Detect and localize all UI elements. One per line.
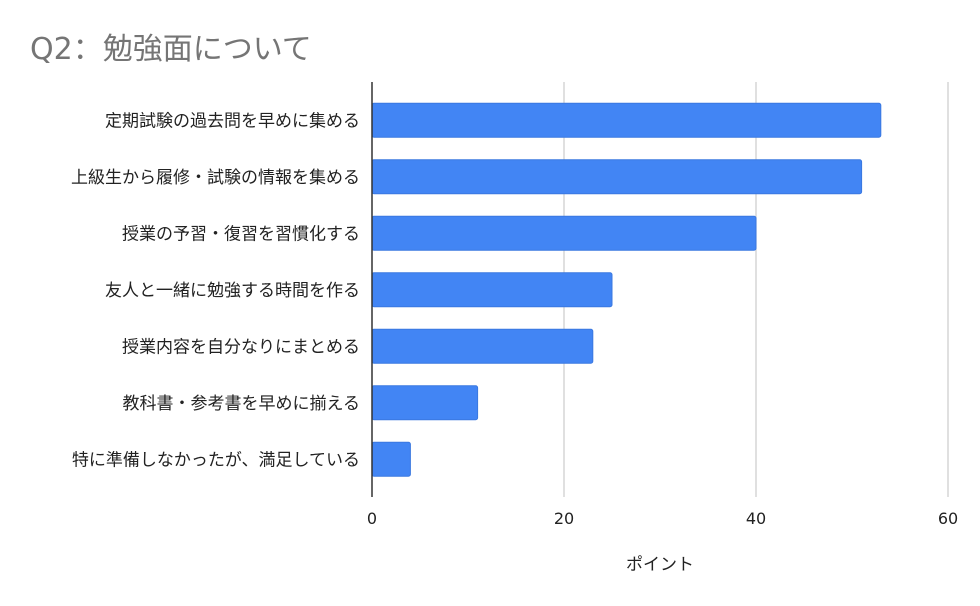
bar-1 <box>371 102 882 138</box>
chart-title: Q2：勉強面について <box>30 32 312 67</box>
bar-4 <box>371 272 613 308</box>
category-label-3: 授業の予習・復習を習慣化する <box>122 224 360 244</box>
category-label-5: 授業内容を自分なりにまとめる <box>122 337 360 357</box>
bar-7 <box>371 441 411 477</box>
x-tick-label-0: 0 <box>367 509 377 528</box>
bar-2 <box>371 159 863 195</box>
category-label-2: 上級生から履修・試験の情報を集める <box>71 168 360 188</box>
category-label-4: 友人と一緒に勉強する時間を作る <box>105 281 360 301</box>
category-label-7: 特に準備しなかったが、満足している <box>72 450 360 470</box>
category-label-1: 定期試験の過去問を早めに集める <box>105 111 360 131</box>
bar-3 <box>371 215 757 251</box>
x-tick-label-20: 20 <box>554 509 574 528</box>
x-tick-label-60: 60 <box>938 509 958 528</box>
x-axis-title: ポイント <box>626 555 694 575</box>
x-tick-label-40: 40 <box>746 509 766 528</box>
bar-5 <box>371 328 594 364</box>
category-label-6: 教科書・参考書を早めに揃える <box>123 394 361 414</box>
bar-6 <box>371 385 479 421</box>
